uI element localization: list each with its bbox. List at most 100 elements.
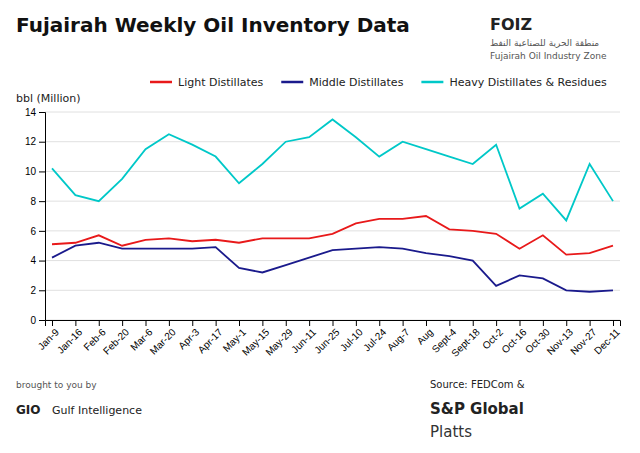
y-tick: 2 [30, 285, 45, 296]
x-tick-mark [216, 320, 217, 326]
y-tick-mark [39, 231, 45, 232]
x-tick-label: Oct-16 [499, 326, 528, 355]
y-tick-label: 2 [30, 285, 36, 296]
x-tick-mark [426, 320, 427, 326]
y-tick-label: 14 [25, 107, 37, 118]
x-tick-mark [379, 320, 380, 326]
grid-line [45, 141, 620, 142]
x-tick-mark [262, 320, 263, 326]
legend-swatch [281, 81, 303, 84]
title: Fujairah Weekly Oil Inventory Data [16, 13, 410, 37]
legend-label: Heavy Distillates & Residues [449, 76, 607, 89]
x-tick-label: Jan-16 [55, 326, 85, 356]
legend-item: Heavy Distillates & Residues [421, 76, 607, 89]
legend: Light Distillates Middle Distillates Heavy… [150, 76, 607, 89]
x-tick: Jun-25 [312, 320, 342, 356]
x-tick: Sept-18 [449, 320, 482, 359]
annotation: S&P Global [430, 400, 524, 418]
x-tick-mark [333, 320, 334, 326]
y-tick-mark [39, 171, 45, 172]
x-tick-mark [146, 320, 147, 326]
legend-swatch [150, 81, 172, 84]
x-tick-mark [473, 320, 474, 326]
y-tick: 0 [30, 315, 45, 326]
y-tick: 14 [25, 107, 45, 118]
y-tick: 6 [30, 226, 45, 237]
x-tick-mark [239, 320, 240, 326]
x-tick-mark [449, 320, 450, 326]
x-tick: Apr-17 [196, 320, 225, 355]
y-tick-label: 8 [30, 196, 36, 207]
x-tick-label: Aug-7 [385, 326, 412, 353]
annotation: Fujairah Oil Industry Zone [490, 51, 607, 61]
x-axis-line [46, 321, 621, 327]
annotation: Source: FEDCom & [430, 379, 525, 390]
y-axis: 0 2 4 6 8 10 12 14 [25, 107, 46, 326]
x-tick: Dec-11 [592, 320, 622, 356]
y-axis-label: bbl (Million) [16, 92, 81, 105]
x-tick-mark [613, 320, 614, 326]
x-tick-label: Jul-24 [361, 326, 388, 353]
y-tick-mark [39, 201, 45, 202]
x-tick-mark [286, 320, 287, 326]
x-tick-mark [519, 320, 520, 326]
x-tick-mark [403, 320, 404, 326]
grid-line [45, 171, 620, 172]
y-tick-mark [39, 142, 45, 143]
x-tick-label: Dec-11 [592, 326, 622, 356]
y-tick-mark [39, 112, 45, 113]
x-tick: Aug-7 [385, 320, 412, 353]
x-tick-mark [99, 320, 100, 326]
plot-area: 0 2 4 6 8 10 12 14 Jan-9Jan-16Feb-6Feb-20Mar-6Ma… [25, 107, 622, 359]
annotation: Gulf Intelligence [52, 404, 142, 417]
y-tick: 4 [30, 255, 45, 266]
y-tick-label: 6 [30, 226, 36, 237]
y-tick: 12 [25, 136, 45, 147]
annotation: Platts [430, 423, 472, 441]
x-tick-mark [356, 320, 357, 326]
y-tick-mark [39, 320, 45, 321]
x-tick-label: Apr-17 [196, 326, 225, 355]
x-tick: Jul-10 [338, 320, 365, 353]
x-axis: Jan-9Jan-16Feb-6Feb-20Mar-6Mar-20Apr-3Ap… [36, 320, 623, 359]
lines [52, 119, 613, 291]
x-tick: Feb-20 [101, 320, 131, 357]
x-tick: Mar-20 [148, 320, 178, 357]
grid-line [45, 201, 620, 202]
x-tick-mark [309, 320, 310, 326]
y-tick-label: 4 [30, 255, 36, 266]
legend-label: Light Distillates [178, 76, 264, 89]
x-tick: Jan-16 [55, 320, 85, 356]
legend-label: Middle Distillates [309, 76, 403, 89]
x-tick-mark [52, 320, 53, 326]
grid-line [45, 260, 620, 261]
grid-line [45, 230, 620, 231]
grid-line [45, 112, 620, 113]
x-tick-mark [566, 320, 567, 326]
x-tick: May-29 [263, 320, 295, 358]
x-tick-mark [122, 320, 123, 326]
grid [45, 112, 620, 320]
x-tick-mark [590, 320, 591, 326]
x-tick-label: Jun-25 [312, 326, 342, 356]
y-tick: 8 [30, 196, 45, 207]
x-tick-label: Feb-20 [101, 326, 131, 356]
y-tick-mark [39, 261, 45, 262]
x-tick-label: May-29 [263, 326, 295, 358]
x-tick: Aug [415, 320, 435, 347]
legend-item: Light Distillates [150, 76, 264, 89]
annotation: منطقة الحرية للصناعية النفط [490, 38, 599, 48]
legend-item: Middle Distillates [281, 76, 403, 89]
chart: Fujairah Weekly Oil Inventory Data FOIZ من… [0, 0, 640, 453]
x-tick-label: Sept-18 [449, 326, 482, 359]
y-tick-label: 12 [25, 136, 37, 147]
y-tick-label: 0 [30, 315, 36, 326]
annotation: FOIZ [490, 15, 532, 34]
grid-line [45, 290, 620, 291]
x-tick-mark [496, 320, 497, 326]
x-tick-label: Jul-10 [338, 326, 365, 353]
y-tick: 10 [25, 166, 45, 177]
x-tick-label: Mar-20 [148, 326, 178, 356]
x-tick-mark [543, 320, 544, 326]
x-tick-mark [75, 320, 76, 326]
